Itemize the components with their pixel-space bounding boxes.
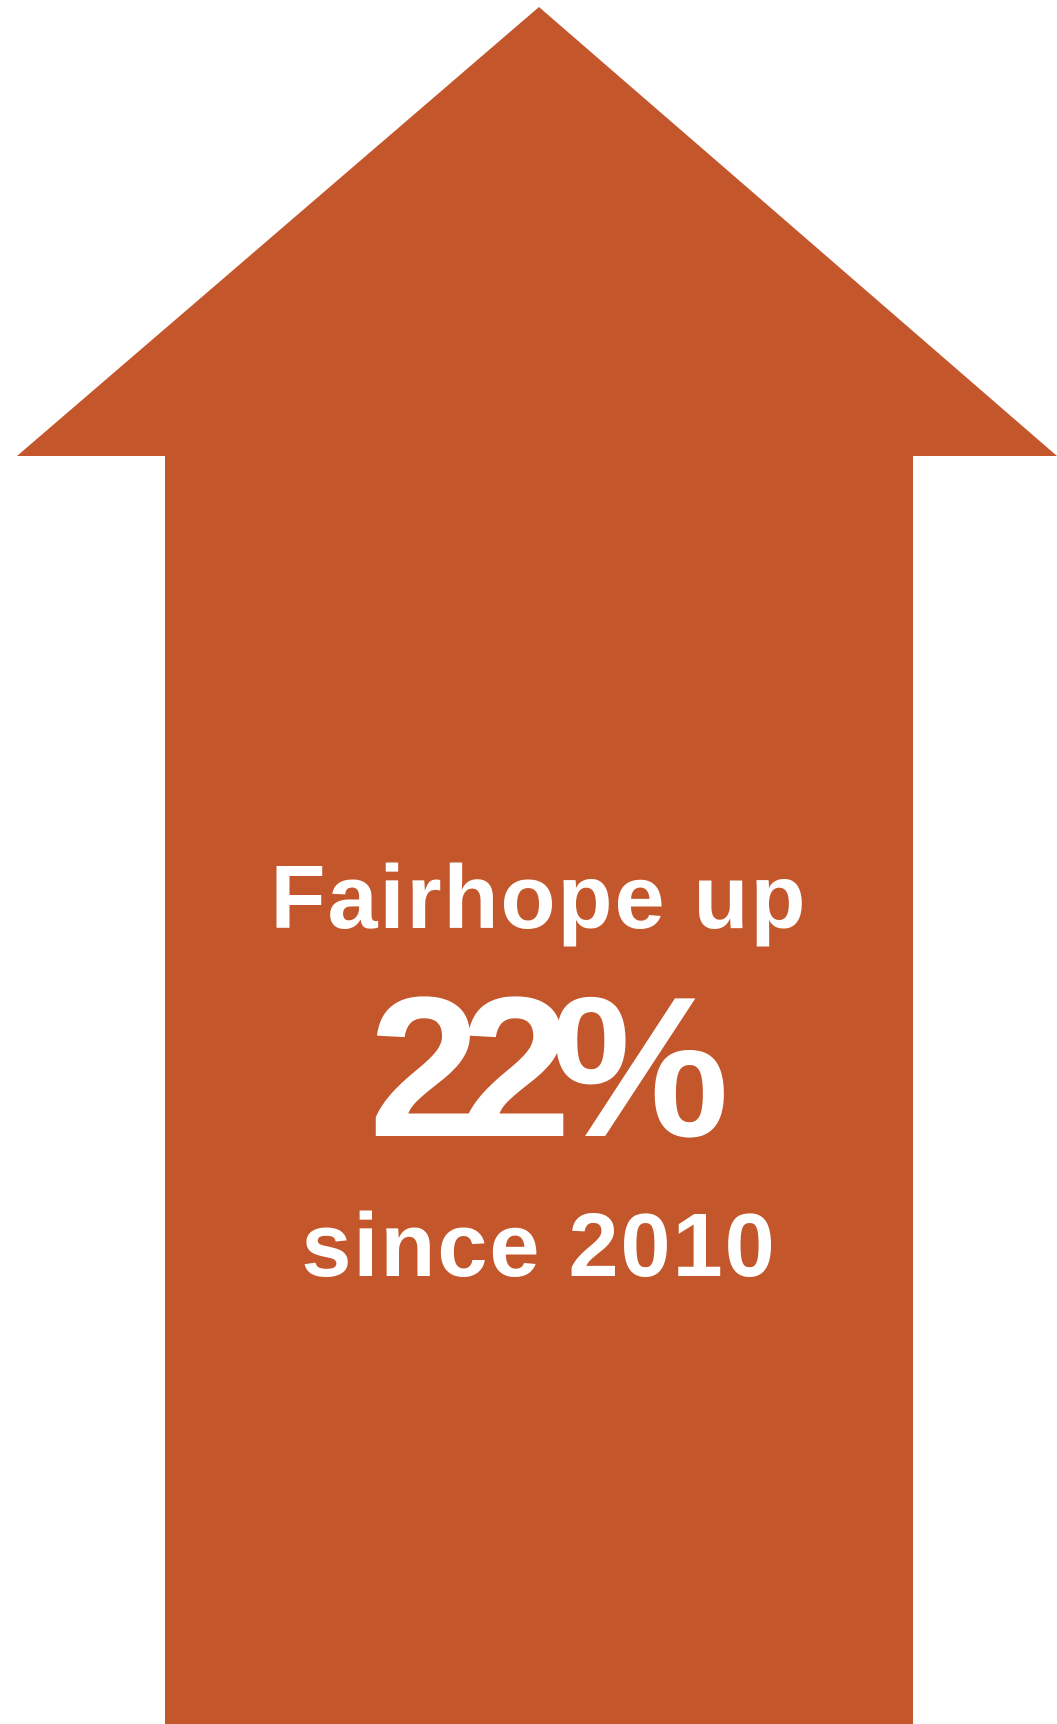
arrow-shape xyxy=(17,7,1057,1724)
growth-percentage: 22% xyxy=(368,956,729,1179)
headline-text: Fairhope up xyxy=(270,848,808,948)
since-year-text: since 2010 xyxy=(301,1196,777,1296)
